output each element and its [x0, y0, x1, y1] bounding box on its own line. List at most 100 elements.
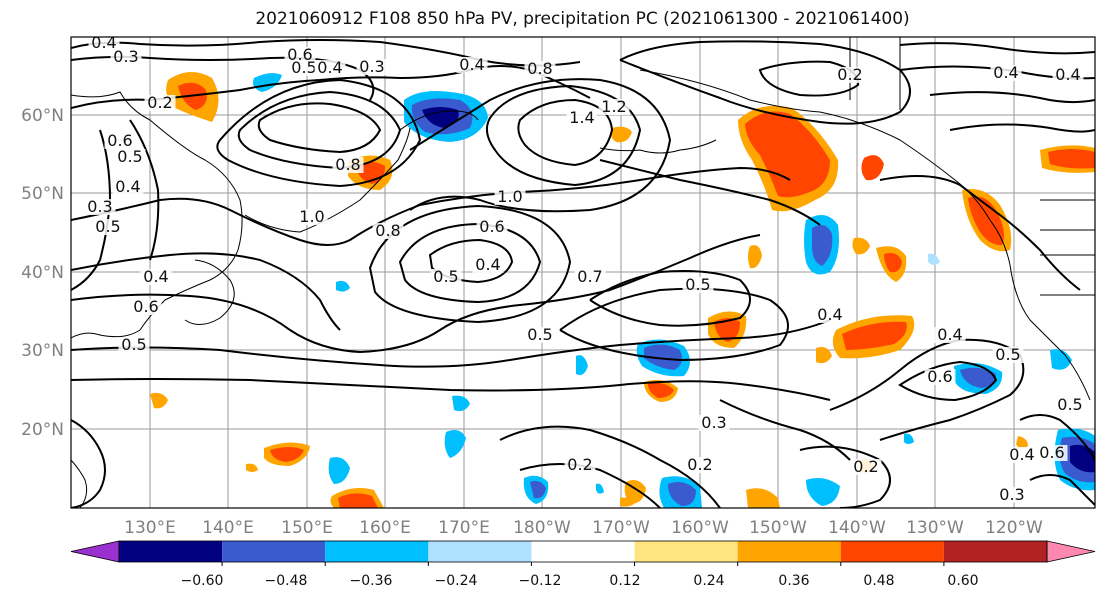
contour-label: 1.2 [601, 97, 626, 116]
lat-label: 20°N [21, 420, 64, 440]
contour-label: 0.7 [577, 267, 602, 286]
colorbar-tick-label: −0.48 [265, 573, 308, 589]
colorbar-cell [222, 541, 326, 562]
contour-label: 0.8 [335, 155, 360, 174]
contour-label-bg [524, 61, 556, 77]
contour-label-bg [140, 269, 172, 285]
contour-label-bg [472, 257, 504, 273]
map-title: 2021060912 F108 850 hPa PV, precipitatio… [255, 9, 910, 29]
contour-label: 0.5 [291, 58, 316, 77]
contour-label: 0.8 [375, 221, 400, 240]
contour-label-bg [130, 299, 162, 315]
colorbar-cell [943, 541, 1047, 562]
colorbar-tick-label: 0.12 [609, 573, 640, 589]
contour-label: 0.4 [1055, 65, 1080, 84]
colorbar-extension-min [70, 540, 120, 563]
contour-label-bg [296, 209, 328, 225]
contour-label: 0.6 [479, 217, 504, 236]
contour-label: 0.4 [91, 33, 116, 52]
contour-label-bg [110, 49, 142, 65]
contour-label: 0.5 [121, 335, 146, 354]
colorbar-tick-label: 0.24 [693, 573, 724, 589]
contour-label-bg [992, 347, 1024, 363]
colorbar-cell [737, 541, 841, 562]
contour-label: 0.2 [147, 93, 172, 112]
contour-label: 0.6 [133, 297, 158, 316]
contour-label-bg [314, 60, 346, 76]
contour-label-bg [996, 487, 1028, 503]
contour-label: 0.4 [317, 58, 342, 77]
contour-label: 1.4 [569, 108, 594, 127]
contour-label-bg [118, 337, 150, 353]
contour-label: 0.8 [527, 59, 552, 78]
lon-label: 140°E [202, 518, 254, 538]
lon-label: 130°E [124, 518, 176, 538]
contour-label: 0.3 [113, 47, 138, 66]
contour-label-bg [564, 457, 596, 473]
contour-label: 0.3 [701, 413, 726, 432]
colorbar-tick-label: 0.48 [863, 573, 894, 589]
colorbar-cell [840, 541, 944, 562]
contour-label-bg [924, 369, 956, 385]
contour-label-bg [104, 133, 136, 149]
lon-label: 180°W [513, 518, 571, 538]
contour-label-bg [92, 219, 124, 235]
contour-label-bg [494, 189, 526, 205]
colorbar-tick-label: −0.60 [181, 573, 224, 589]
lat-label: 30°N [21, 341, 64, 361]
contour-label-bg [144, 95, 176, 111]
contour-label: 0.6 [927, 367, 952, 386]
contour-label: 1.0 [497, 187, 522, 206]
contour-label: 0.5 [117, 147, 142, 166]
colorbar-cell [325, 541, 429, 562]
contour-label: 0.2 [567, 455, 592, 474]
lon-label: 130°W [906, 518, 964, 538]
contour-label-bg [1052, 67, 1084, 83]
contour-label-bg [88, 35, 120, 51]
lat-label: 40°N [21, 263, 64, 283]
contour-label: 0.3 [359, 57, 384, 76]
contour-label-bg [934, 327, 966, 343]
contour-label: 0.4 [143, 267, 168, 286]
contour-label: 1.0 [299, 207, 324, 226]
lon-label: 150°E [281, 518, 333, 538]
contour-label: 0.2 [687, 455, 712, 474]
colorbar-cell [634, 541, 738, 562]
contour-label: 0.5 [95, 217, 120, 236]
contour-label-bg [566, 110, 598, 126]
contour-label-bg [698, 415, 730, 431]
contour-label: 0.2 [853, 457, 878, 476]
contour-label-bg [112, 179, 144, 195]
contour-label: 0.4 [475, 255, 500, 274]
colorbar-border [118, 540, 1048, 563]
colorbar-tick-label: 0.36 [778, 573, 809, 589]
lon-label: 170°W [592, 518, 650, 538]
contour-label-bg [84, 199, 116, 215]
contour-label-bg [456, 57, 488, 73]
contour-label-bg [372, 223, 404, 239]
colorbar-cell [428, 541, 532, 562]
contour-label: 0.5 [685, 275, 710, 294]
contour-label: 0.5 [1057, 395, 1082, 414]
longitude-labels: 130°E 140°E 150°E 160°E 170°E 180°W 170°… [124, 518, 1043, 538]
contour-label-bg [850, 459, 882, 475]
colorbar-tick-label: 0.60 [947, 573, 978, 589]
contour-label: 0.5 [527, 325, 552, 344]
colorbar-extension-max [1046, 540, 1096, 563]
latitude-labels: 60°N 50°N 40°N 30°N 20°N [21, 106, 64, 440]
contour-label: 0.6 [1039, 443, 1064, 462]
colorbar-tick-label: −0.36 [350, 573, 393, 589]
lon-label: 140°W [828, 518, 886, 538]
contour-label-bg [598, 99, 630, 115]
contour-label-bg [682, 277, 714, 293]
contour-label-bg [814, 307, 846, 323]
contour-label: 0.4 [937, 325, 962, 344]
contour-label: 0.4 [115, 177, 140, 196]
contour-label: 0.4 [1009, 445, 1034, 464]
contour-label-bg [114, 149, 146, 165]
contour-label-bg [284, 47, 316, 63]
colorbar-tick-label: −0.12 [519, 573, 562, 589]
lon-label: 160°W [671, 518, 729, 538]
contour-label: 0.3 [999, 485, 1024, 504]
